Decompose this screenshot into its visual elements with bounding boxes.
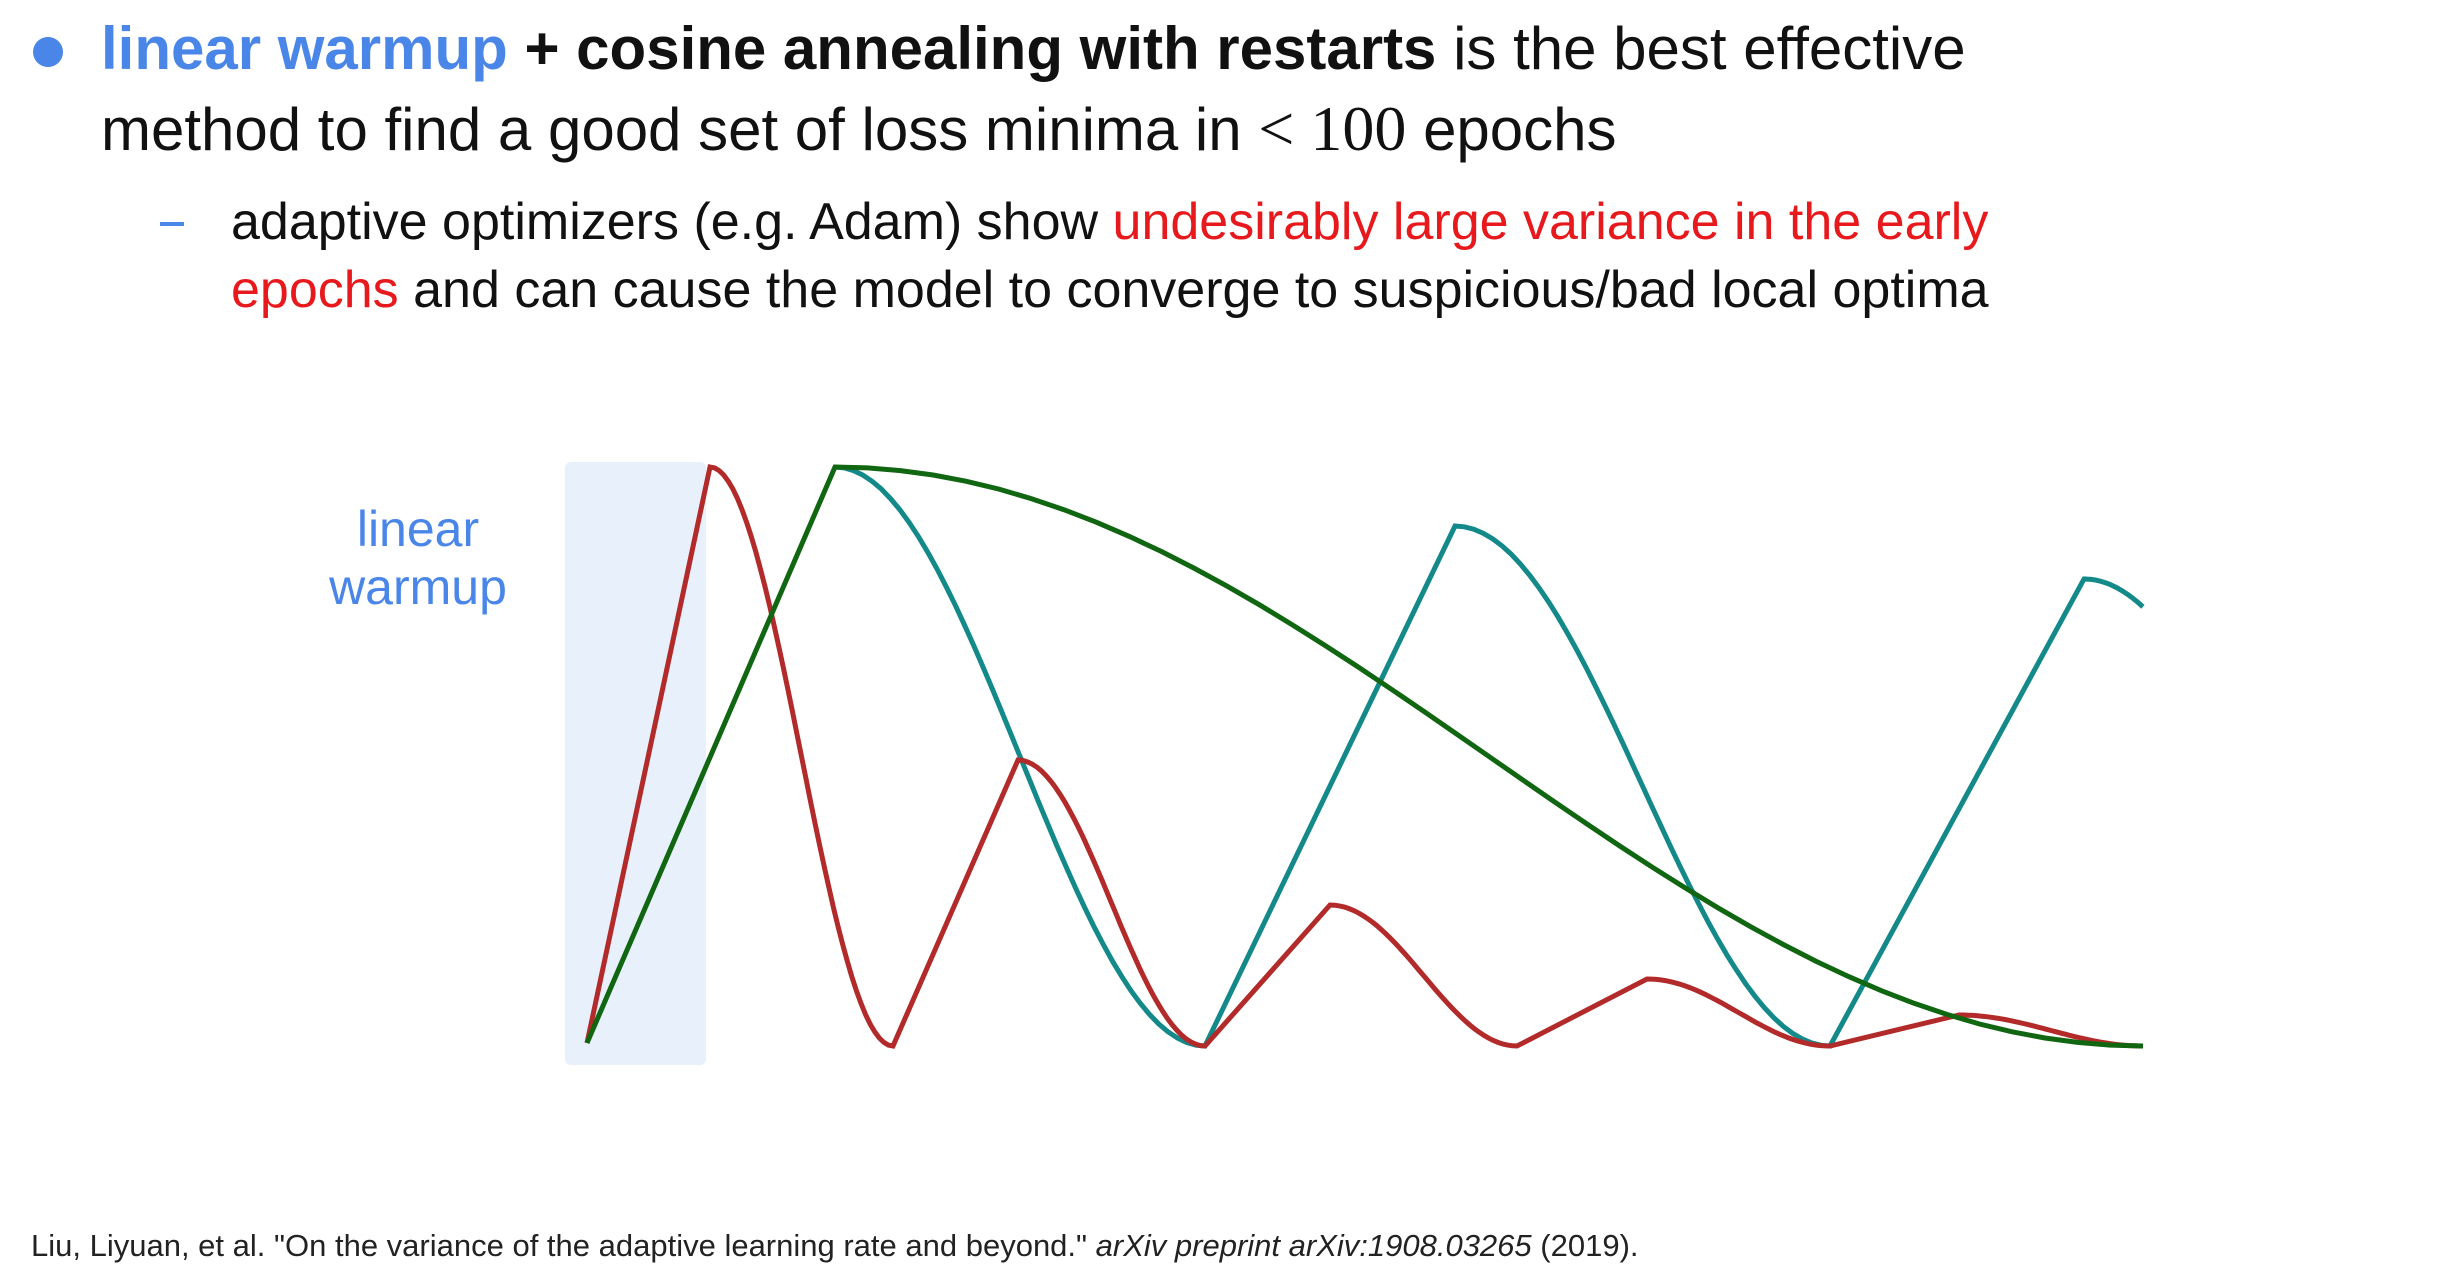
highlight-text: undesirably large variance in the early <box>1112 193 1989 251</box>
restart-curve <box>834 464 2145 1049</box>
text: and can cause the model to converge to s… <box>413 261 1989 319</box>
adaptive-curve <box>584 464 2143 1049</box>
sub-line: adaptive optimizers (e.g. Adam) show und… <box>231 192 1988 252</box>
bullet-line: linear warmup + cosine annealing with re… <box>101 14 1966 83</box>
highlight-text: linear warmup <box>101 15 508 82</box>
bullet-line: method to find a good set of loss minima… <box>101 92 1617 166</box>
text: (2019). <box>1540 1228 1639 1263</box>
text: Liu, Liyuan, et al. "On the variance of … <box>31 1228 1088 1263</box>
text: is the best effective <box>1453 15 1966 82</box>
sub-dash <box>160 222 184 226</box>
citation: Liu, Liyuan, et al. "On the variance of … <box>31 1228 1639 1264</box>
bullet-dot <box>33 37 63 67</box>
text: method to find a good set of loss minima… <box>101 96 1242 163</box>
diagram-label: linear <box>356 501 480 557</box>
bold-text: + cosine annealing with restarts <box>524 15 1437 82</box>
cosine-curve <box>584 464 2144 1049</box>
sub-line: epochs and can cause the model to conver… <box>231 260 1989 320</box>
warmup-region <box>565 462 706 1065</box>
text: epochs <box>1423 96 1617 163</box>
diagram-label: warmup <box>329 559 507 615</box>
text: adaptive optimizers (e.g. Adam) show <box>231 193 1099 251</box>
highlight-text: epochs <box>231 261 399 319</box>
venue: arXiv preprint arXiv:1908.03265 <box>1095 1228 1532 1263</box>
math: < 100 <box>1258 93 1407 164</box>
